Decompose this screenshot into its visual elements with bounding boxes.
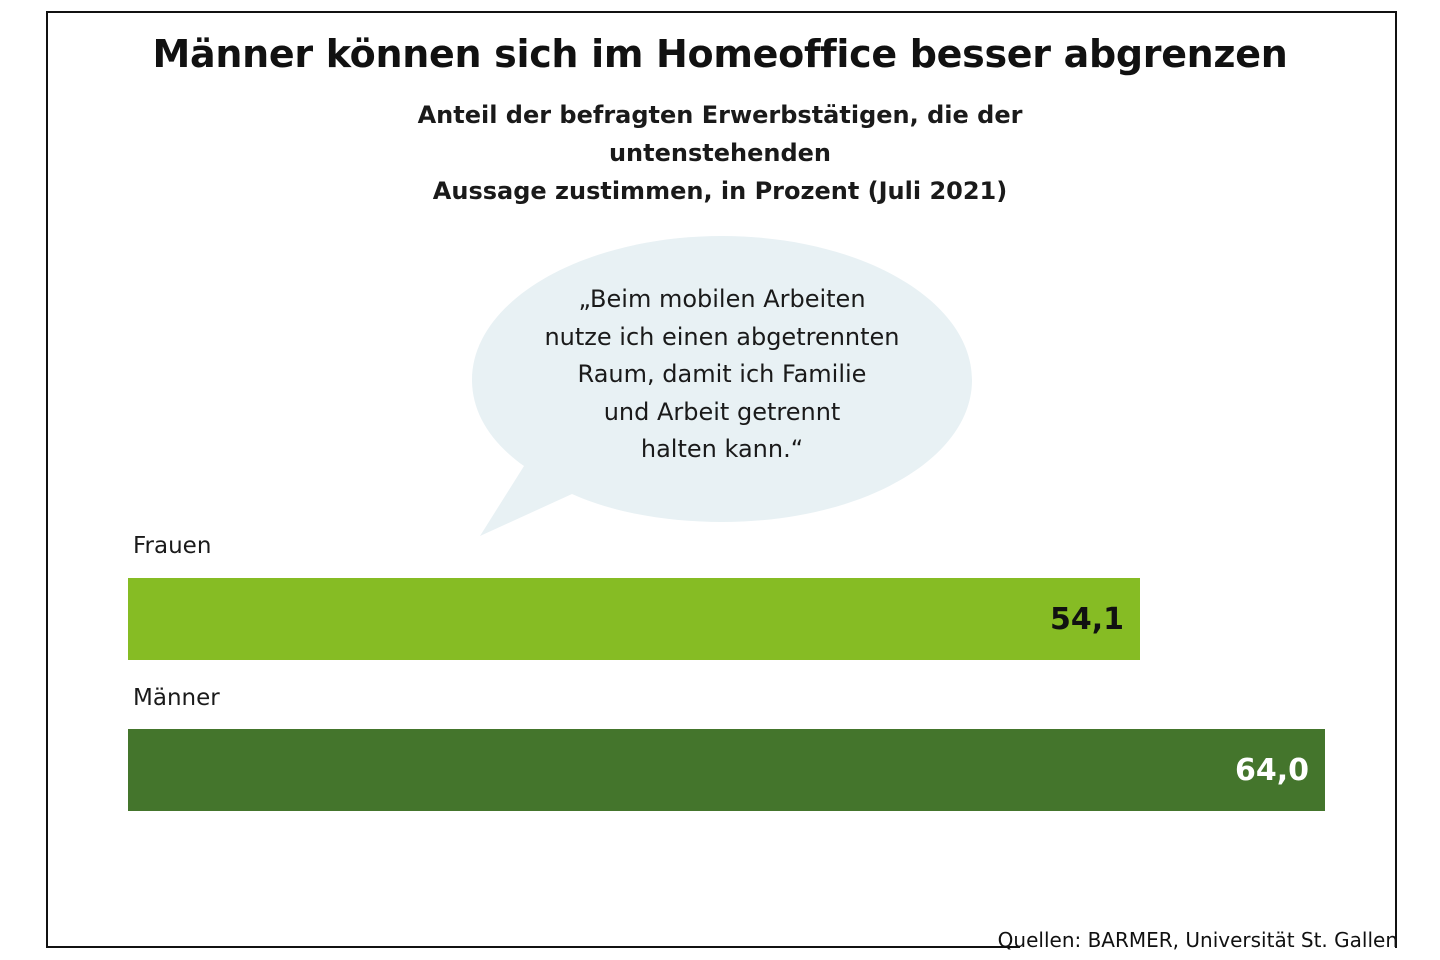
bar-frauen	[128, 578, 1140, 660]
bar-maenner	[128, 729, 1325, 811]
source-note: Quellen: BARMER, Universität St. Gallen	[997, 928, 1398, 952]
speech-bubble-shape	[472, 236, 972, 536]
chart-frame-bottom-line	[46, 946, 1020, 948]
chart-subtitle: Anteil der befragten Erwerbstätigen, die…	[320, 96, 1120, 210]
chart-subtitle-line-1: Anteil der befragten Erwerbstätigen, die…	[417, 101, 1023, 167]
category-label-frauen: Frauen	[133, 533, 212, 559]
bar-value-maenner: 64,0	[1234, 753, 1309, 788]
chart-subtitle-line-2: Aussage zustimmen, in Prozent (Juli 2021…	[432, 177, 1008, 205]
chart-frame	[46, 11, 1397, 948]
bar-value-frauen: 54,1	[1049, 602, 1124, 637]
chart-title: Männer können sich im Homeoffice besser …	[152, 32, 1288, 76]
category-label-maenner: Männer	[133, 685, 220, 711]
speech-bubble-quote: „Beim mobilen Arbeiten nutze ich einen a…	[544, 285, 900, 463]
